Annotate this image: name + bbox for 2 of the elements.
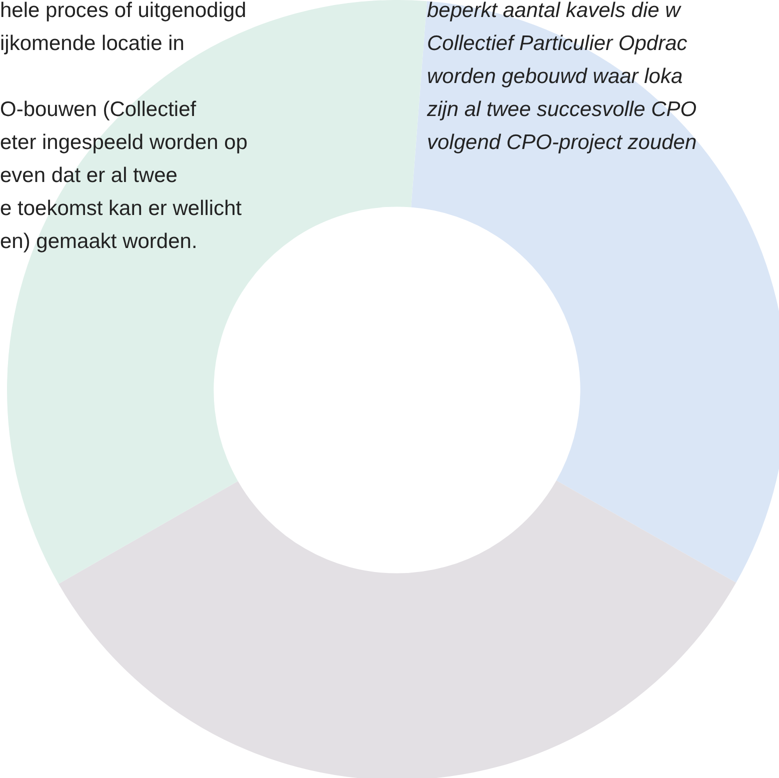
text: beperkt aantal kavels die w Collectief Particulier Opdrac worden gebouwd waar loka zijn al twee succesvolle CPO volgend CPO-project zouden [427, 0, 697, 156]
text: hele proces of uitgenodigd ijkomende locatie in O-bouwen (Collectief eter ingespeeld worden op even dat er al twee e toekomst kan er wellicht en) gemaakt worden. [0, 0, 248, 253]
